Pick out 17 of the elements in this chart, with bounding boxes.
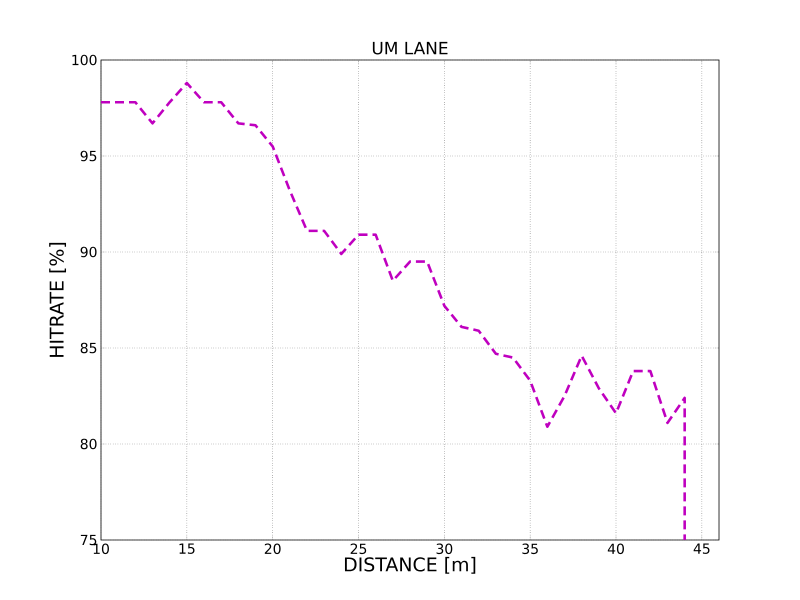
y-tick-label: 100 — [72, 54, 97, 66]
y-axis-title: HITRATE [%] — [49, 242, 66, 357]
y-tick-label: 90 — [80, 246, 97, 258]
x-tick-label: 15 — [179, 544, 194, 554]
x-tick-label: 45 — [694, 544, 710, 554]
y-tick-label: 75 — [80, 534, 96, 546]
x-tick-label: 35 — [522, 544, 538, 554]
y-tick-label: 95 — [80, 150, 96, 162]
x-tick-label: 20 — [264, 544, 281, 554]
x-tick-label: 40 — [608, 544, 624, 554]
chart-title: UM LANE — [372, 42, 448, 54]
y-tick-label: 80 — [80, 438, 97, 450]
x-tick-label: 25 — [350, 544, 366, 554]
y-tick-label: 85 — [80, 342, 96, 354]
x-tick-label: 10 — [94, 544, 109, 554]
x-tick-label: 30 — [436, 544, 452, 554]
x-axis-title: DISTANCE [m] — [344, 556, 476, 574]
